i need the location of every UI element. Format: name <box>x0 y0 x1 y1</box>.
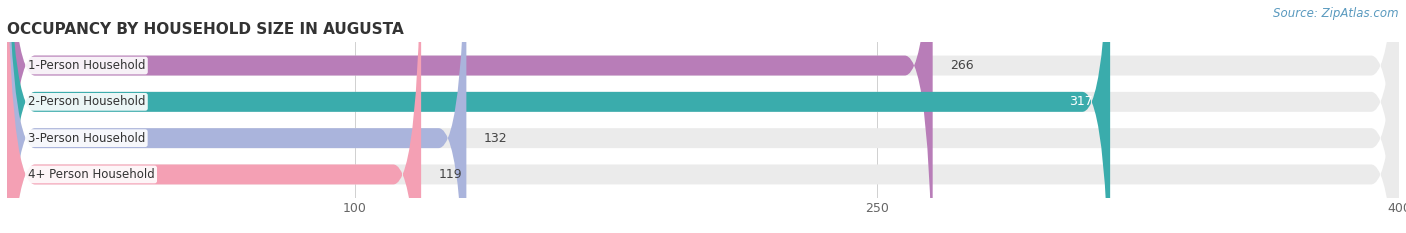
FancyBboxPatch shape <box>7 0 1111 233</box>
FancyBboxPatch shape <box>7 0 422 233</box>
Text: 317: 317 <box>1069 95 1092 108</box>
Text: 266: 266 <box>950 59 974 72</box>
FancyBboxPatch shape <box>7 0 1399 233</box>
FancyBboxPatch shape <box>7 0 932 233</box>
Text: 2-Person Household: 2-Person Household <box>28 95 145 108</box>
Text: 1-Person Household: 1-Person Household <box>28 59 145 72</box>
Text: 4+ Person Household: 4+ Person Household <box>28 168 155 181</box>
Text: 3-Person Household: 3-Person Household <box>28 132 145 145</box>
FancyBboxPatch shape <box>7 0 1399 233</box>
Text: 132: 132 <box>484 132 508 145</box>
FancyBboxPatch shape <box>7 0 1399 233</box>
FancyBboxPatch shape <box>7 0 1399 233</box>
Text: OCCUPANCY BY HOUSEHOLD SIZE IN AUGUSTA: OCCUPANCY BY HOUSEHOLD SIZE IN AUGUSTA <box>7 22 404 37</box>
FancyBboxPatch shape <box>7 0 467 233</box>
Text: 119: 119 <box>439 168 463 181</box>
Text: Source: ZipAtlas.com: Source: ZipAtlas.com <box>1274 7 1399 20</box>
